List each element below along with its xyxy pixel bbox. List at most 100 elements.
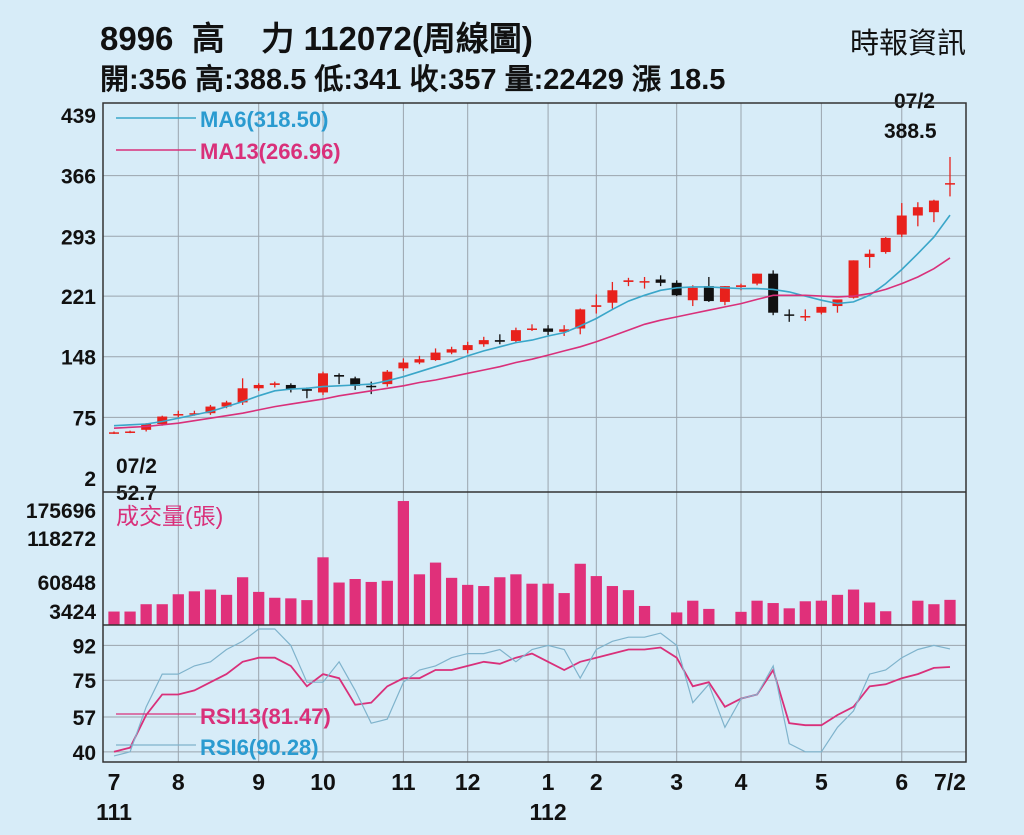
candle-body (478, 340, 489, 345)
candle-body (639, 281, 650, 283)
candle-body (205, 406, 216, 414)
ma13-legend-label: MA13(266.96) (200, 139, 341, 164)
volume-bar (236, 577, 249, 625)
volume-bar (253, 591, 265, 625)
low-value-label: 52.7 (116, 482, 157, 505)
volume-tick-label: 3424 (49, 601, 96, 624)
volume-bar (847, 589, 860, 625)
volume-bar (445, 577, 458, 625)
volume-bar (108, 611, 120, 625)
x-tick-label: 11 (391, 769, 416, 795)
volume-bar (944, 599, 956, 625)
volume-bar (831, 594, 844, 625)
volume-bar (574, 563, 586, 625)
volume-bar (671, 612, 683, 625)
volume-tick-label: 60848 (38, 572, 97, 595)
price-tick-label: 293 (61, 226, 96, 249)
candle-body (125, 431, 136, 433)
ohlc-summary: 開:356 高:388.5 低:341 收:357 量:22429 漲 18.5 (100, 64, 726, 96)
x-tick-label: 7/2 (934, 769, 966, 795)
x-tick-label: 5 (815, 769, 828, 795)
volume-bar (478, 586, 490, 625)
candle-body (157, 416, 168, 425)
candle-body (221, 402, 232, 407)
candle-body (800, 316, 811, 318)
candle-body (687, 287, 698, 301)
price-tick-label: 2 (84, 468, 96, 491)
low-date-label: 07/2 (116, 455, 157, 478)
volume-bar (172, 594, 184, 625)
data-source-label: 時報資訊 (849, 28, 966, 60)
volume-bar (735, 611, 747, 625)
candle-body (269, 383, 280, 385)
volume-bar (638, 605, 651, 625)
volume-bar (751, 600, 763, 625)
x-tick-label: 12 (455, 769, 481, 795)
candle-body (382, 371, 393, 385)
candle-body (510, 330, 521, 341)
volume-bar (783, 608, 795, 625)
chart-frame (102, 102, 967, 763)
candle-body (703, 286, 714, 302)
price-tick-label: 439 (61, 105, 96, 128)
volume-bar (767, 603, 779, 625)
volume-bar (188, 591, 201, 625)
volume-bar (220, 594, 233, 625)
candle-body (945, 183, 955, 185)
x-tick-label: 2 (590, 769, 603, 795)
volume-bar (204, 589, 217, 625)
volume-bar (863, 602, 876, 625)
volume-bar (928, 604, 940, 625)
price-tick-label: 221 (61, 286, 96, 309)
candle-body (768, 273, 779, 313)
volume-bar (912, 600, 924, 625)
candle-body (655, 279, 666, 283)
volume-bar (124, 611, 136, 625)
high-value-label: 388.5 (884, 120, 937, 143)
chart-marks: 4393662932211487521756961182726084834249… (26, 105, 966, 825)
candle-body (366, 385, 377, 388)
volume-bar (156, 604, 168, 625)
volume-bar (606, 586, 619, 625)
candle-body (575, 309, 586, 329)
volume-bar (703, 608, 715, 625)
price-tick-label: 75 (73, 407, 97, 430)
candle-body (189, 413, 200, 415)
candle-body (285, 384, 296, 390)
candle-body (430, 352, 441, 361)
candle-body (173, 414, 184, 416)
volume-bar (590, 576, 602, 625)
volume-bar (365, 581, 377, 625)
price-tick-label: 366 (61, 166, 96, 189)
volume-bar (413, 574, 426, 625)
chart-title: 8996 高 力 112072(周線圖) (100, 20, 533, 57)
candle-body (301, 389, 312, 391)
candle-body (752, 273, 763, 284)
rsi-tick-label: 57 (73, 707, 96, 730)
volume-bar (526, 583, 538, 625)
rsi-tick-label: 40 (73, 742, 96, 765)
candle-body (237, 388, 248, 403)
candle-body (623, 280, 634, 282)
candle-body (912, 207, 923, 216)
candle-body (832, 299, 843, 307)
ma13-line (113, 257, 951, 429)
volume-bar (510, 574, 522, 625)
candle-body (880, 237, 891, 253)
candle-body (671, 282, 682, 296)
candle-body (848, 260, 859, 298)
volume-label: 成交量(張) (116, 503, 223, 529)
x-tick-label: 10 (310, 769, 336, 795)
volume-bar (397, 501, 410, 625)
volume-bar (285, 598, 297, 625)
rsi6-line (113, 628, 951, 757)
volume-tick-label: 118272 (27, 528, 96, 551)
candle-body (462, 345, 473, 351)
rsi13-line (113, 646, 951, 753)
rsi6-legend-label: RSI6(90.28) (200, 735, 319, 760)
candle-body (784, 314, 795, 316)
volume-bar (140, 604, 152, 625)
x-tick-label: 1 (542, 769, 555, 795)
x-year-label: 111 (96, 799, 132, 825)
